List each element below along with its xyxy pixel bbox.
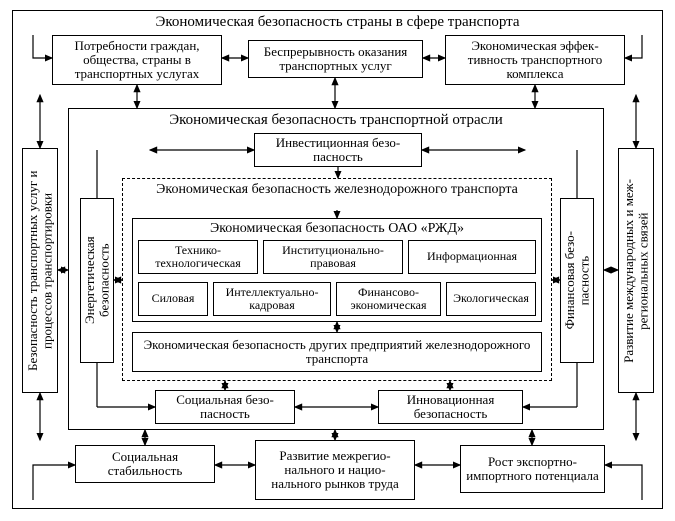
bottom-c-label: Рост экспортно- импортного потенциала [466, 455, 599, 484]
top-mid-box: Беспрерывность оказания транспортных усл… [248, 40, 423, 78]
energy-vert-box: Энергетическая безопасность [80, 198, 114, 363]
invest-label: Инвестиционная безо- пасность [276, 136, 401, 165]
bottom-c: Рост экспортно- импортного потенциала [460, 445, 605, 493]
other-rail-box: Экономическая безопасность других предпр… [132, 332, 542, 372]
fin-vert-label: Финансовая безо- пасность [563, 231, 592, 329]
invest-box: Инвестиционная безо- пасность [254, 133, 422, 167]
fin-vert-box: Финансовая безо- пасность [560, 198, 594, 363]
bottom-b: Развитие межрегио- нального и нацио- нал… [255, 440, 415, 500]
right-vert-box: Развитие международных и меж- региональн… [618, 148, 654, 393]
bottom-a: Социальная стабильность [75, 445, 215, 483]
social-label: Социальная безо- пасность [176, 393, 274, 422]
rzd-r2-d: Экологическая [446, 282, 536, 316]
energy-vert-label: Энергетическая безопасность [83, 201, 112, 360]
rzd-r1-c-label: Информационная [427, 250, 517, 263]
top-right-label: Экономическая эффек- тивность транспортн… [450, 39, 620, 82]
rail-title: Экономическая безопасность железнодорожн… [128, 182, 546, 197]
top-left-label: Потребности граждан, общества, страны в … [57, 39, 217, 82]
rzd-r1-a-label: Технико- технологическая [155, 244, 241, 270]
rzd-r1-c: Информационная [408, 240, 536, 274]
right-vert-label: Развитие международных и меж- региональн… [622, 179, 651, 363]
top-left-box: Потребности граждан, общества, страны в … [52, 35, 222, 85]
bottom-b-label: Развитие межрегио- нального и нацио- нал… [271, 449, 398, 492]
top-right-box: Экономическая эффек- тивность транспортн… [445, 35, 625, 85]
rzd-r2-c-label: Финансово- экономическая [350, 286, 426, 312]
rzd-r1-b-label: Институционально- правовая [282, 244, 384, 270]
other-rail-label: Экономическая безопасность других предпр… [137, 338, 537, 367]
left-vert-label: Безопасность транспортных услуг и процес… [26, 151, 55, 390]
rzd-title: Экономическая безопасность ОАО «РЖД» [136, 221, 538, 236]
rzd-r2-a-label: Силовая [152, 292, 195, 305]
left-vert-box: Безопасность транспортных услуг и процес… [22, 148, 58, 393]
social-box: Социальная безо- пасность [155, 390, 295, 424]
rzd-r2-b-label: Интеллектуально- кадровая [226, 286, 319, 312]
rzd-r1-b: Институционально- правовая [263, 240, 403, 274]
rzd-r1-a: Технико- технологическая [138, 240, 258, 274]
outer-title: Экономическая безопасность страны в сфер… [20, 14, 655, 31]
rzd-r2-c: Финансово- экономическая [336, 282, 441, 316]
bottom-a-label: Социальная стабильность [80, 450, 210, 479]
rzd-r2-b: Интеллектуально- кадровая [213, 282, 331, 316]
innov-box: Инновационная безопасность [378, 390, 523, 424]
rzd-r2-d-label: Экологическая [453, 292, 529, 305]
top-mid-label: Беспрерывность оказания транспортных усл… [253, 45, 418, 74]
rzd-r2-a: Силовая [138, 282, 208, 316]
sector-title: Экономическая безопасность транспортной … [75, 112, 597, 129]
innov-label: Инновационная безопасность [383, 393, 518, 422]
